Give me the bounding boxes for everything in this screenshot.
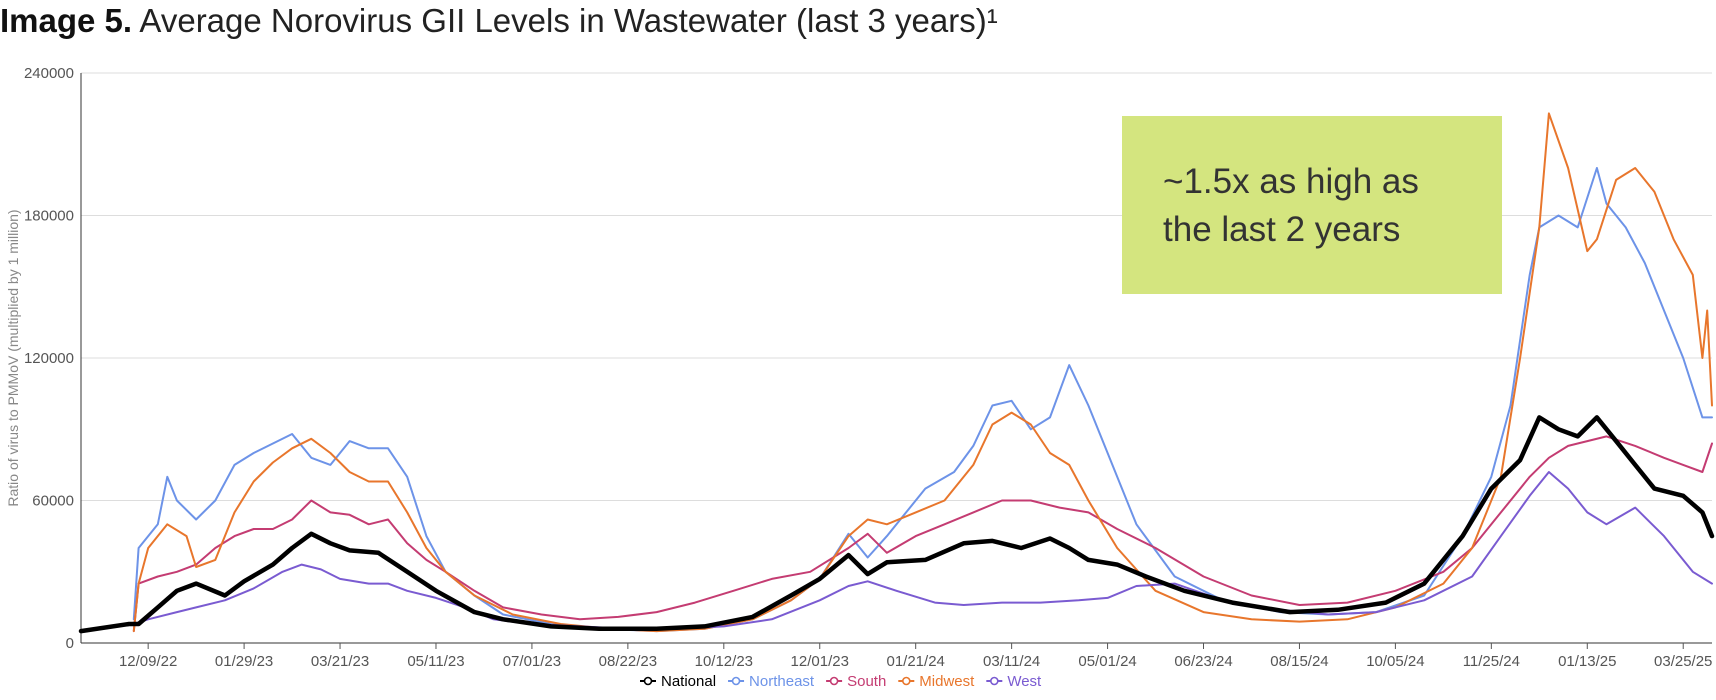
legend-label: National: [661, 673, 716, 690]
y-tick-label: 180000: [24, 208, 74, 225]
y-tick-label: 240000: [24, 65, 74, 82]
x-tick-label: 10/12/23: [695, 653, 753, 670]
x-tick-label: 01/29/23: [215, 653, 273, 670]
x-tick-label: 08/22/23: [599, 653, 657, 670]
annotation-line1: ~1.5x as high as: [1163, 162, 1419, 201]
x-tick-label: 11/25/24: [1463, 653, 1520, 670]
legend: National Northeast South Midwest West: [640, 673, 1042, 690]
legend-label: Midwest: [919, 673, 975, 690]
x-tick-label: 03/25/25: [1654, 653, 1712, 670]
legend-label: West: [1007, 673, 1042, 690]
series-lines: [78, 112, 1715, 634]
series-line-northeast: [132, 167, 1713, 633]
legend-item-northeast: Northeast: [728, 673, 815, 690]
legend-marker: [990, 676, 999, 686]
chart-title: Image 5. Average Norovirus GII Levels in…: [0, 2, 998, 40]
x-tick-label: 03/21/23: [311, 653, 369, 670]
series-line-west: [132, 471, 1713, 630]
annotation-text: ~1.5x as high as the last 2 years: [1163, 158, 1419, 254]
series-line-midwest: [132, 112, 1713, 633]
y-tick-label: 0: [66, 635, 74, 652]
legend-marker: [901, 676, 911, 686]
x-tick-label: 03/11/24: [983, 653, 1040, 670]
x-tick-label: 12/09/22: [119, 653, 177, 670]
x-tick-label: 06/23/24: [1174, 653, 1232, 670]
legend-label: South: [847, 673, 886, 690]
legend-marker: [731, 676, 741, 686]
x-tick-label: 01/21/24: [886, 653, 944, 670]
x-tick-label: 05/01/24: [1078, 653, 1136, 670]
annotation-box: ~1.5x as high as the last 2 years: [1122, 116, 1502, 294]
axes: 0 60000 120000 180000 240000 12/09/22 01/29/23…: [5, 65, 1712, 670]
series-line-south: [132, 435, 1713, 633]
x-tick-label: 08/15/24: [1270, 653, 1328, 670]
legend-item-west: West: [986, 673, 1042, 690]
y-tick-label: 60000: [32, 493, 74, 510]
x-tick-label: 12/01/23: [791, 653, 849, 670]
legend-item-national: National: [640, 673, 716, 690]
x-tick-label: 01/13/25: [1558, 653, 1616, 670]
legend-label: Northeast: [749, 673, 815, 690]
legend-marker: [829, 676, 839, 686]
title-text: Average Norovirus GII Levels in Wastewat…: [132, 2, 998, 39]
title-bold: Image 5.: [0, 2, 133, 39]
legend-item-south: South: [826, 673, 886, 690]
x-tick-label: 10/05/24: [1366, 653, 1424, 670]
y-axis-label: Ratio of virus to PMMoV (multiplied by 1…: [5, 209, 21, 506]
annotation-line2: the last 2 years: [1163, 210, 1401, 249]
x-tick-label: 05/11/23: [407, 653, 464, 670]
legend-marker: [643, 676, 653, 686]
series-line-national: [78, 415, 1715, 634]
x-tick-label: 07/01/23: [503, 653, 561, 670]
legend-item-midwest: Midwest: [898, 673, 975, 690]
y-tick-label: 120000: [24, 350, 74, 367]
